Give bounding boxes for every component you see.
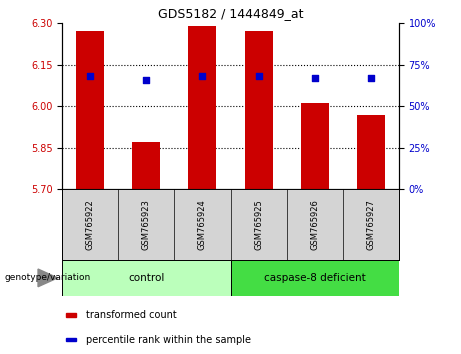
Text: control: control [128,273,165,283]
Text: GSM765926: GSM765926 [310,199,319,250]
Text: percentile rank within the sample: percentile rank within the sample [86,335,251,344]
Point [367,76,374,81]
Text: GSM765923: GSM765923 [142,199,151,250]
Text: GSM765922: GSM765922 [86,199,95,250]
Bar [230,260,399,296]
Bar [244,32,272,189]
Point [255,73,262,79]
Text: genotype/variation: genotype/variation [5,273,91,282]
Text: transformed count: transformed count [86,310,177,320]
Bar [65,338,76,341]
Text: caspase-8 deficient: caspase-8 deficient [264,273,366,283]
Point [311,76,318,81]
Bar [301,103,329,189]
Point [199,73,206,79]
Text: GSM765927: GSM765927 [366,199,375,250]
Bar [76,32,104,189]
Bar [65,313,76,316]
Text: GSM765924: GSM765924 [198,199,207,250]
Point [142,77,150,83]
Bar [132,142,160,189]
Bar [62,260,230,296]
Text: GSM765925: GSM765925 [254,199,263,250]
Bar [189,26,217,189]
Title: GDS5182 / 1444849_at: GDS5182 / 1444849_at [158,7,303,21]
Polygon shape [38,269,58,287]
Bar [357,115,385,189]
Point [87,73,94,79]
